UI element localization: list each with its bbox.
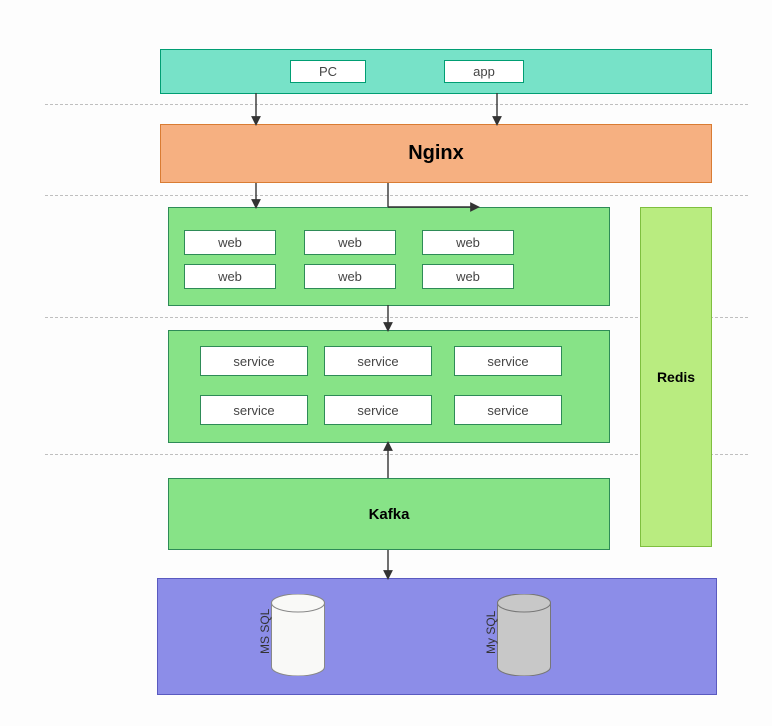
service-cell: service (324, 395, 432, 425)
web-cell: web (184, 264, 276, 289)
service-cell: service (200, 395, 308, 425)
service-cell-label: service (487, 403, 528, 418)
service-cell: service (454, 395, 562, 425)
kafka-layer: Kafka (168, 478, 610, 550)
service-cell: service (324, 346, 432, 376)
service-cell-label: service (487, 354, 528, 369)
web-cell-label: web (456, 235, 480, 250)
service-cell: service (454, 346, 562, 376)
web-cell: web (184, 230, 276, 255)
service-cell-label: service (233, 354, 274, 369)
cylinder-icon (271, 594, 325, 676)
web-cell-label: web (218, 269, 242, 284)
web-cell: web (304, 230, 396, 255)
nginx-layer-label: Nginx (408, 142, 464, 165)
db-cylinder: My SQL (497, 594, 551, 676)
client-box-1-label: app (473, 64, 495, 79)
db-cylinder: MS SQL (271, 594, 325, 676)
redis-layer: Redis (640, 207, 712, 547)
web-cell: web (304, 264, 396, 289)
service-cell: service (200, 346, 308, 376)
web-cell-label: web (456, 269, 480, 284)
service-cell-label: service (357, 403, 398, 418)
db-cylinder-label: My SQL (484, 614, 498, 654)
service-cell-label: service (357, 354, 398, 369)
db-cylinder-label: MS SQL (258, 614, 272, 654)
client-box-0-label: PC (319, 64, 337, 79)
redis-layer-label: Redis (657, 369, 695, 385)
web-cell: web (422, 230, 514, 255)
web-layer (168, 207, 610, 306)
web-cell-label: web (338, 235, 362, 250)
nginx-layer: Nginx (160, 124, 712, 183)
client-box-0: PC (290, 60, 366, 83)
cylinder-icon (497, 594, 551, 676)
web-cell-label: web (218, 235, 242, 250)
client-box-1: app (444, 60, 524, 83)
web-cell: web (422, 264, 514, 289)
client-layer (160, 49, 712, 94)
layer-divider (45, 195, 748, 196)
layer-divider (45, 104, 748, 105)
service-cell-label: service (233, 403, 274, 418)
web-cell-label: web (338, 269, 362, 284)
db-layer (157, 578, 717, 695)
kafka-layer-label: Kafka (369, 506, 410, 523)
